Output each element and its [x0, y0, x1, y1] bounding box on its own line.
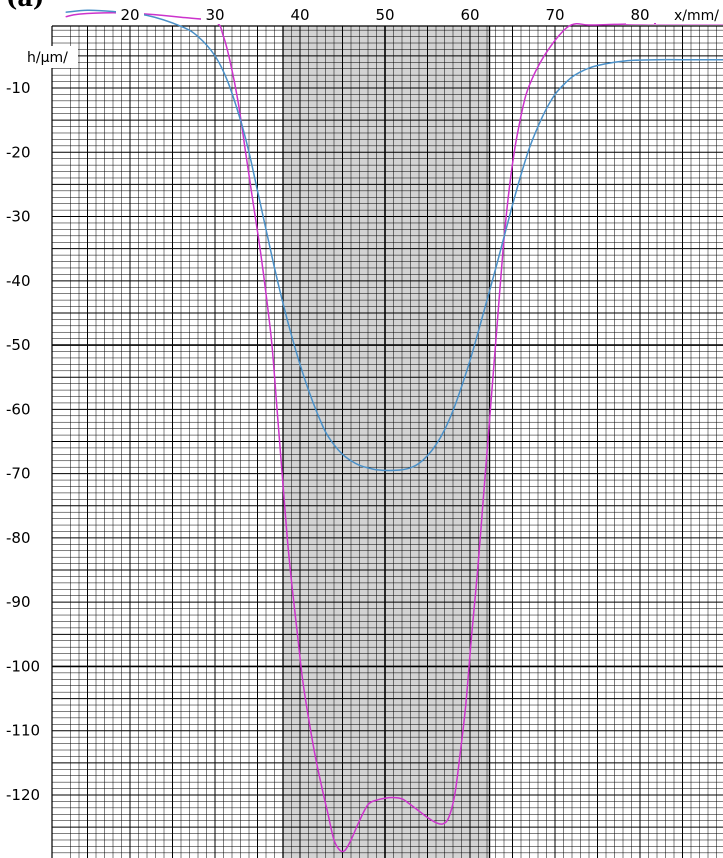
y-tick-label-bg — [0, 526, 50, 547]
y-tick-label: -10 — [6, 79, 31, 97]
y-tick-label: -100 — [6, 657, 40, 675]
y-tick-label: -30 — [6, 208, 31, 226]
y-tick-label-bg — [0, 205, 50, 226]
tick-label-layer: 20 30 40 50 60 70 80 -10 -20 -30 -40 -50 -60 -70 -80 -9… — [0, 5, 723, 804]
x-tick-label: 70 — [545, 6, 564, 24]
y-tick-label: -40 — [6, 272, 31, 290]
y-tick-label: -80 — [6, 529, 31, 547]
y-tick-label: -20 — [6, 143, 31, 161]
x-tick-label-bg — [286, 5, 314, 24]
y-tick-label: -90 — [6, 593, 31, 611]
x-tick-label: 80 — [630, 6, 649, 24]
y-axis-label: h/µm/ — [27, 50, 68, 66]
x-tick-label-bg — [541, 5, 569, 24]
y-tick-label-bg — [0, 269, 50, 290]
y-tick-label-bg — [0, 334, 50, 355]
series-line-1 — [65, 12, 723, 853]
y-tick-label-bg — [0, 77, 50, 97]
x-tick-label: 30 — [205, 6, 224, 24]
x-tick-label-bg — [201, 5, 229, 24]
x-axis-label-bg — [656, 5, 723, 24]
grid-layer — [51, 25, 723, 858]
x-tick-label-bg — [371, 5, 399, 24]
y-tick-label: -50 — [6, 336, 31, 354]
y-tick-label: -60 — [6, 400, 31, 418]
x-tick-label: 50 — [375, 6, 394, 24]
y-tick-label-bg — [0, 719, 50, 740]
y-tick-label: -110 — [6, 722, 40, 740]
y-tick-label-bg — [0, 591, 50, 612]
series-line-2 — [65, 9, 723, 472]
y-tick-label-bg — [0, 784, 50, 804]
x-tick-label: 40 — [290, 6, 309, 24]
x-tick-label-bg — [116, 5, 144, 24]
x-tick-label: 20 — [120, 6, 139, 24]
y-tick-label-bg — [0, 141, 50, 162]
x-tick-label-bg — [626, 5, 654, 24]
series-layer — [65, 9, 723, 853]
x-tick-label-bg — [456, 5, 484, 24]
x-tick-label: 60 — [460, 6, 479, 24]
x-axis-label: x/mm/ — [674, 8, 719, 24]
y-tick-label-bg — [0, 462, 50, 483]
y-tick-label-bg — [0, 398, 50, 419]
y-tick-label: -120 — [6, 786, 40, 804]
y-tick-label-bg — [0, 655, 50, 676]
y-tick-label: -70 — [6, 465, 31, 483]
corner-text: (a) — [6, 0, 44, 12]
y-axis-label-bg — [24, 46, 78, 68]
